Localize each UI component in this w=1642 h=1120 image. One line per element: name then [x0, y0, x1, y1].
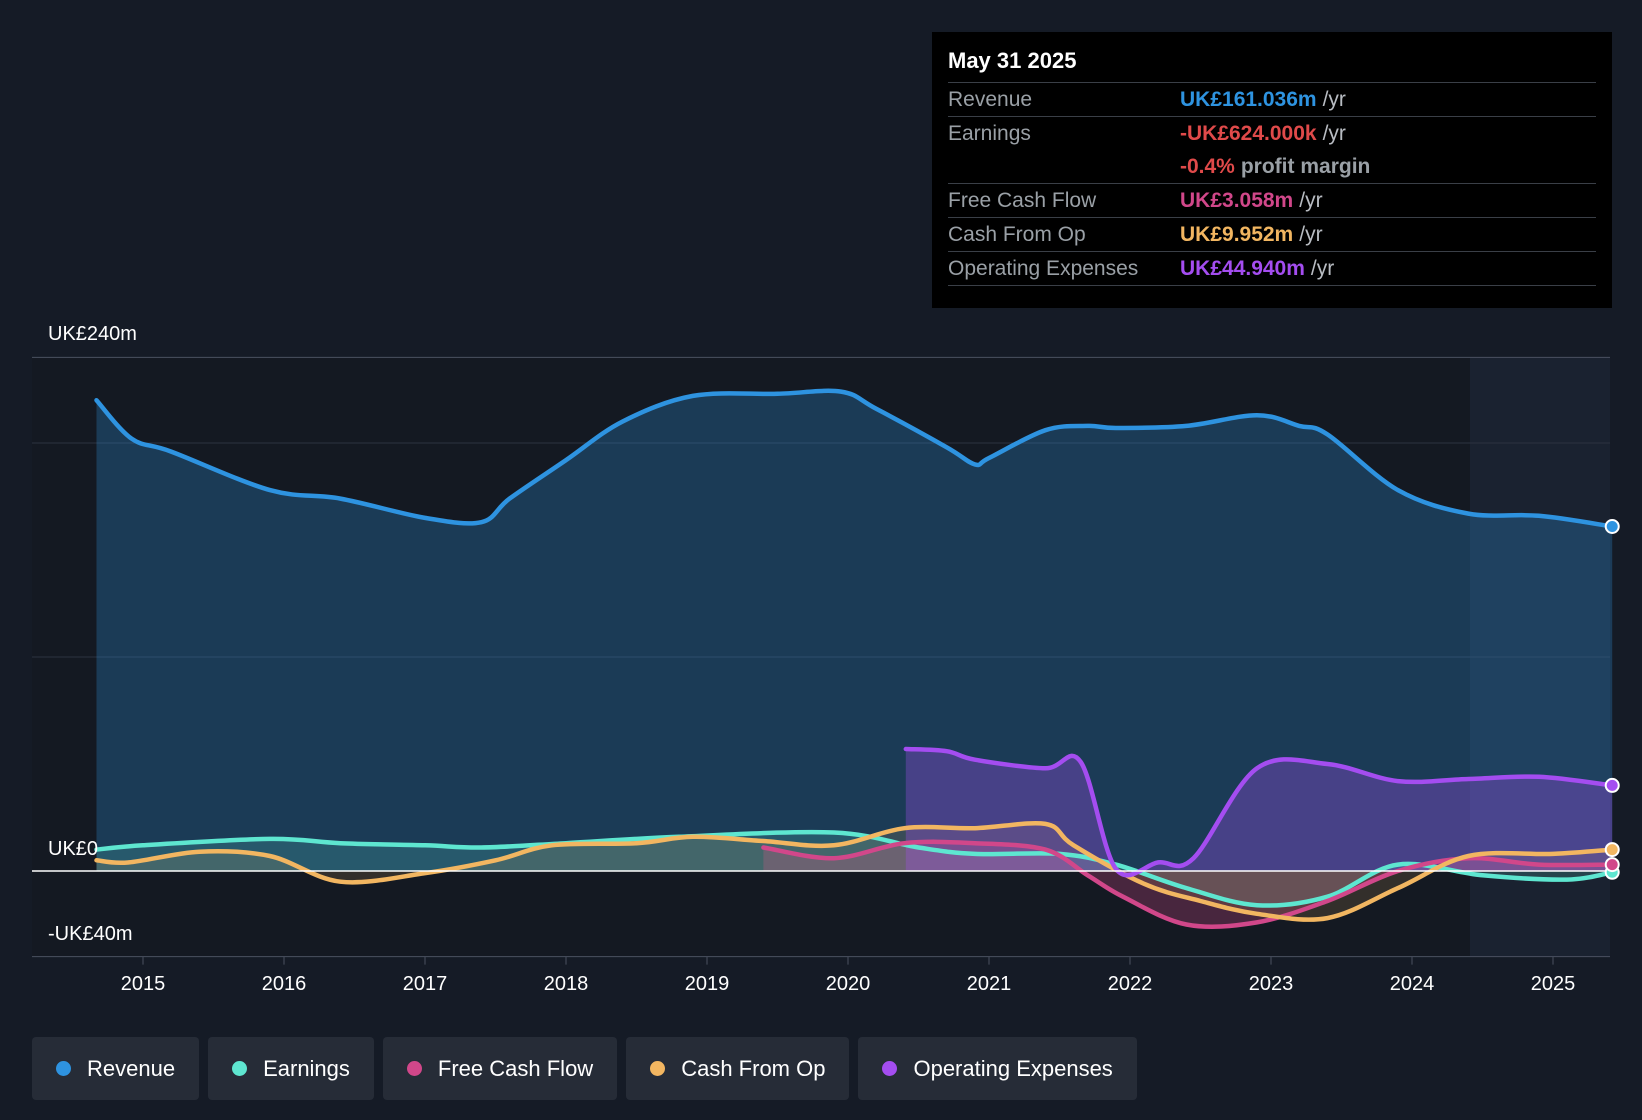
tooltip-unit: /yr [1299, 189, 1323, 212]
tooltip-label: Operating Expenses [948, 257, 1139, 280]
legend-dot-icon [232, 1061, 248, 1076]
free-cash-flow-endpoint[interactable] [1604, 857, 1620, 873]
tooltip-rows: Revenue UK£161.036m/yr Earnings -UK£624.000… [948, 83, 1596, 286]
x-tick-label: 2022 [1108, 973, 1153, 995]
revenue-endpoint[interactable] [1604, 518, 1620, 534]
tooltip-label: Earnings [948, 122, 1031, 145]
legend-dot-icon [882, 1061, 898, 1076]
tooltip-unit: /yr [1322, 122, 1346, 145]
operating-expenses-endpoint[interactable] [1604, 777, 1620, 793]
legend-label: Free Cash Flow [437, 1055, 594, 1081]
x-tick-label: 2015 [121, 973, 166, 995]
legend-label: Revenue [87, 1055, 176, 1081]
tooltip-unit: /yr [1322, 88, 1346, 111]
legend-dot-icon [56, 1061, 71, 1076]
tooltip-value: -0.4% [1180, 155, 1235, 178]
series-endpoints [1604, 518, 1620, 880]
tooltip-unit: /yr [1310, 257, 1335, 280]
x-tick-label: 2020 [826, 973, 871, 995]
tooltip-label [948, 150, 1180, 183]
tooltip-value: UK£9.952m [1180, 223, 1294, 246]
legend: Revenue Earnings Free Cash Flow Cash From O… [32, 1037, 1137, 1100]
tooltip-unit: /yr [1299, 223, 1323, 246]
tooltip-date: May 31 2025 [948, 46, 1596, 83]
legend-dot-icon [406, 1061, 422, 1076]
tooltip-label: Free Cash Flow [948, 189, 1097, 212]
tooltip-row: Revenue UK£161.036m/yr [948, 83, 1596, 117]
x-axis-ticks: 2015 2016 2017 2018 2019 2020 2021 2022 2023 2024… [121, 956, 1576, 995]
legend-label: Earnings [263, 1055, 350, 1081]
operating-expenses-line [903, 746, 1615, 878]
x-tick-label: 2024 [1390, 973, 1435, 995]
tooltip-value: UK£161.036m [1180, 88, 1317, 111]
revenue-line [94, 388, 1615, 529]
operating-expenses-area [905, 749, 1613, 876]
x-tick-label: 2016 [262, 973, 307, 995]
x-tick-label: 2021 [967, 973, 1012, 995]
legend-item-revenue[interactable]: Revenue [32, 1037, 200, 1100]
earnings-line [94, 829, 1615, 908]
tooltip-row: -0.4% profit margin [948, 150, 1596, 184]
x-tick-label: 2017 [403, 973, 448, 995]
free-cash-flow-area [763, 841, 1613, 927]
y-label-top: UK£240m [48, 323, 137, 345]
earnings-area [96, 832, 1613, 906]
legend-item-earnings[interactable]: Earnings [208, 1037, 374, 1100]
tooltip-label: Cash From Op [948, 223, 1086, 246]
series-areas [96, 390, 1613, 927]
legend-dot-icon [650, 1061, 666, 1076]
x-tick-label: 2025 [1531, 973, 1576, 995]
tooltip-value: UK£3.058m [1180, 189, 1294, 212]
tooltip-value: -UK£624.000k [1180, 122, 1317, 145]
tooltip-row: Earnings -UK£624.000k/yr [948, 117, 1596, 150]
tooltip-row: Operating Expenses UK£44.940m/yr [948, 252, 1596, 286]
y-label-bottom: -UK£40m [48, 923, 132, 945]
y-label-zero: UK£0 [48, 838, 98, 860]
x-tick-label: 2023 [1249, 973, 1294, 995]
gridlines [32, 356, 1610, 958]
legend-item-operating-expenses[interactable]: Operating Expenses [858, 1037, 1137, 1100]
legend-item-cash-from-op[interactable]: Cash From Op [626, 1037, 850, 1100]
revenue-area [96, 390, 1613, 871]
cash-from-op-line [94, 820, 1615, 922]
x-tick-label: 2018 [544, 973, 589, 995]
tooltip-label: Revenue [948, 88, 1033, 111]
tooltip-unit: profit margin [1240, 155, 1371, 178]
legend-item-free-cash-flow[interactable]: Free Cash Flow [382, 1037, 618, 1100]
tooltip-row: Free Cash Flow UK£3.058m/yr [948, 184, 1596, 218]
cash-from-op-area [96, 823, 1613, 920]
cash-from-op-endpoint[interactable] [1604, 842, 1620, 858]
tooltip-row: Cash From Op UK£9.952m/yr [948, 218, 1596, 252]
x-tick-label: 2019 [685, 973, 730, 995]
legend-label: Cash From Op [681, 1055, 826, 1081]
tooltip-value: UK£44.940m [1180, 257, 1305, 280]
series-lines [32, 388, 1615, 929]
legend-label: Operating Expenses [913, 1055, 1113, 1081]
tooltip-panel: May 31 2025 Revenue UK£161.036m/yr Earning… [932, 32, 1612, 308]
